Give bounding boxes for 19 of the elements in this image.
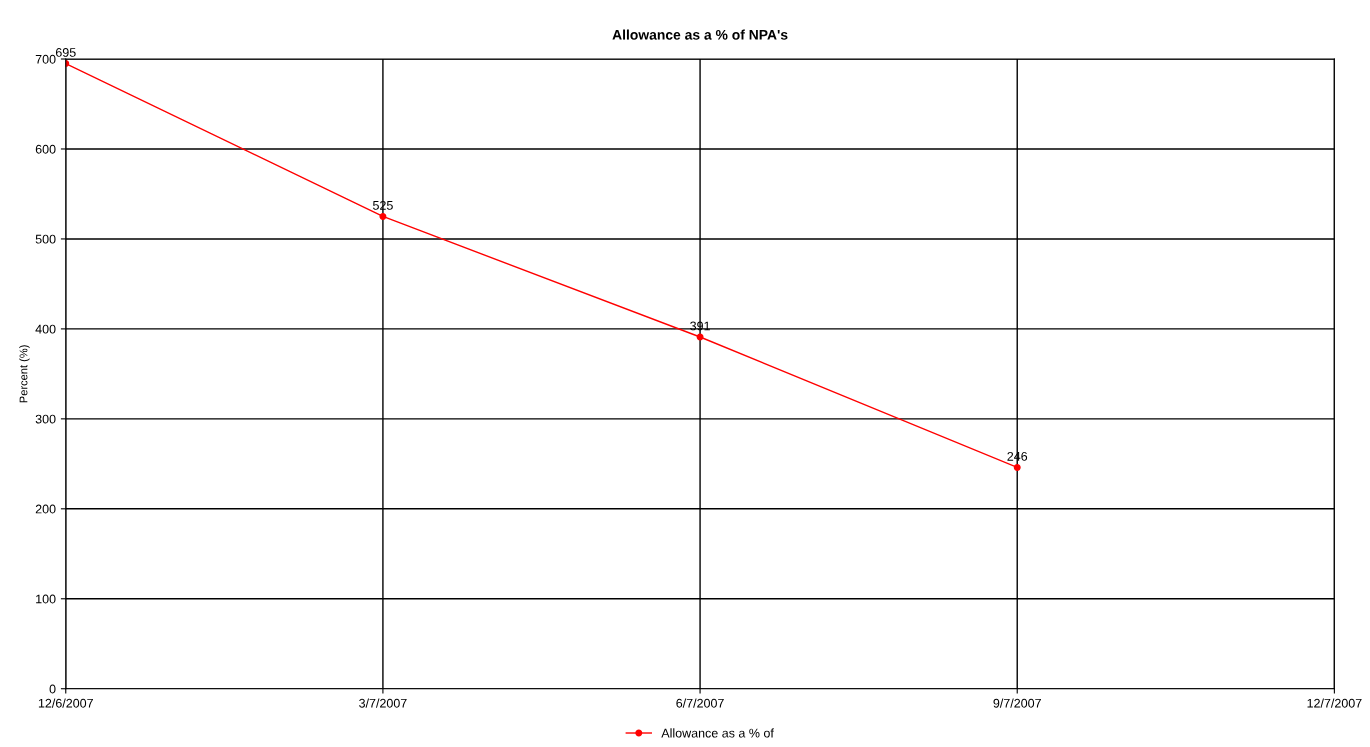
y-tick-label: 700 [35,54,56,64]
x-tick-label: 3/7/2007 [359,698,407,708]
y-tick-label: 600 [35,144,56,154]
chart-title: Allowance as a % of NPA's [612,29,788,40]
y-tick-label: 0 [49,684,56,694]
x-tick-label: 12/7/2007 [1307,698,1362,708]
x-tick-label: 9/7/2007 [993,698,1041,708]
data-label: 695 [55,48,76,57]
x-tick-label: 6/7/2007 [676,698,724,708]
y-tick-label: 400 [35,324,56,334]
y-tick-label: 300 [35,414,56,424]
y-tick-label: 100 [36,594,56,604]
y-tick-label: 500 [35,234,56,244]
legend-label: Allowance as a % of [661,728,774,738]
x-tick-label: 12/6/2007 [38,698,93,708]
point [379,212,387,220]
y-axis-title: Percent (%) [19,345,30,403]
point [1013,463,1021,471]
y-tick-label: 200 [35,504,56,514]
